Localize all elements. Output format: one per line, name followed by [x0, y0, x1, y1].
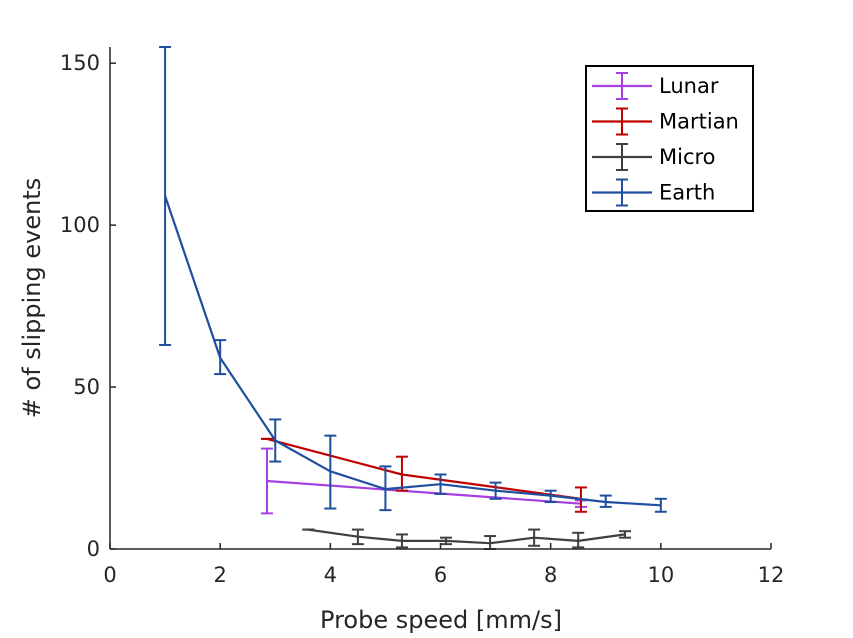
- series-line: [164, 195, 661, 507]
- legend-item-lunar: Lunar: [592, 72, 719, 100]
- error-bar: [544, 489, 557, 504]
- legend-item-micro: Micro: [592, 143, 716, 171]
- x-tick-label: 4: [324, 563, 337, 587]
- x-tick-label: 2: [213, 563, 226, 587]
- error-bar: [324, 434, 337, 510]
- series-line: [266, 479, 582, 505]
- series-line: [308, 528, 626, 545]
- legend-item-earth: Earth: [592, 178, 715, 207]
- plot-area: [159, 46, 667, 550]
- error-bar: [572, 531, 585, 549]
- y-tick-label: 50: [73, 375, 100, 399]
- legend-label: Lunar: [659, 74, 719, 98]
- series-earth: [159, 46, 667, 513]
- error-bar: [395, 533, 408, 549]
- y-axis-label: # of slipping events: [18, 178, 46, 418]
- error-bar: [440, 536, 453, 546]
- series-line: [266, 437, 582, 500]
- x-tick-label: 6: [434, 563, 447, 587]
- error-bar: [395, 455, 408, 492]
- error-bar: [599, 494, 612, 508]
- error-bar: [528, 528, 541, 547]
- error-bar: [619, 530, 632, 539]
- legend-label: Martian: [659, 110, 739, 134]
- error-bar: [434, 473, 447, 495]
- error-bar: [159, 46, 172, 346]
- error-bar: [351, 528, 364, 546]
- legend-label: Earth: [659, 181, 715, 205]
- error-bar: [269, 418, 282, 463]
- error-bar: [379, 465, 392, 512]
- legend-item-martian: Martian: [592, 107, 739, 136]
- x-tick-label: 0: [103, 563, 116, 587]
- x-tick-label: 12: [758, 563, 785, 587]
- legend: Lunar Martian Micro Earth: [585, 65, 754, 212]
- error-bar: [489, 481, 502, 500]
- x-tick-label: 8: [544, 563, 557, 587]
- y-tick-label: 150: [60, 51, 100, 75]
- y-tick-label: 0: [87, 537, 100, 561]
- legend-label: Micro: [659, 145, 716, 169]
- error-bar: [654, 497, 667, 513]
- legend-box: [585, 65, 754, 212]
- error-bar: [260, 447, 273, 515]
- axes: 0 2 4 6 8 10 12 0 50 100 150: [60, 47, 784, 587]
- x-axis-label: Probe speed [mm/s]: [320, 606, 562, 634]
- series-lunar: [260, 447, 587, 515]
- series-micro: [302, 528, 632, 550]
- y-tick-label: 100: [60, 213, 100, 237]
- error-bar: [214, 339, 227, 376]
- x-tick-label: 10: [647, 563, 674, 587]
